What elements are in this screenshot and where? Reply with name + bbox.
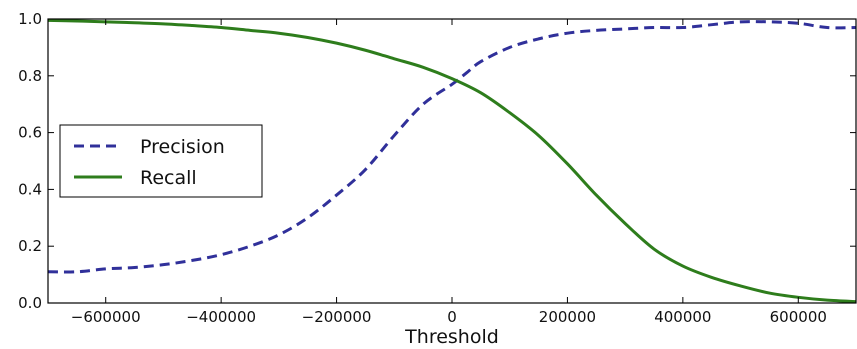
x-axis-title: Threshold xyxy=(404,326,499,348)
x-tick-label: −600000 xyxy=(71,308,141,326)
legend-label-recall: Recall xyxy=(140,167,197,189)
series-line-precision xyxy=(48,20,856,274)
x-tick-label: −200000 xyxy=(302,308,372,326)
y-tick-label: 1.0 xyxy=(18,10,42,28)
legend: Precision Recall xyxy=(59,124,263,198)
x-tick-label: 600000 xyxy=(770,308,827,326)
y-tick-label: 0.6 xyxy=(18,124,42,142)
x-tick-label: 400000 xyxy=(654,308,711,326)
axis-labels: Threshold xyxy=(404,326,499,348)
x-tick-label: −400000 xyxy=(186,308,256,326)
axes: 0.0 0.2 0.4 0.6 0.8 1.0 −600000 −400000 −200000 0… xyxy=(18,10,857,326)
plot-area xyxy=(48,19,856,303)
series-line-recall xyxy=(48,19,856,303)
y-tick-label: 0.8 xyxy=(18,67,42,85)
y-tick-label: 0.2 xyxy=(18,237,42,255)
x-tick-label: 0 xyxy=(447,308,457,326)
legend-box xyxy=(59,124,263,198)
legend-label-precision: Precision xyxy=(140,136,225,158)
y-tick-label: 0.0 xyxy=(18,294,42,312)
x-tick-label: 200000 xyxy=(539,308,596,326)
y-tick-label: 0.4 xyxy=(18,180,42,198)
